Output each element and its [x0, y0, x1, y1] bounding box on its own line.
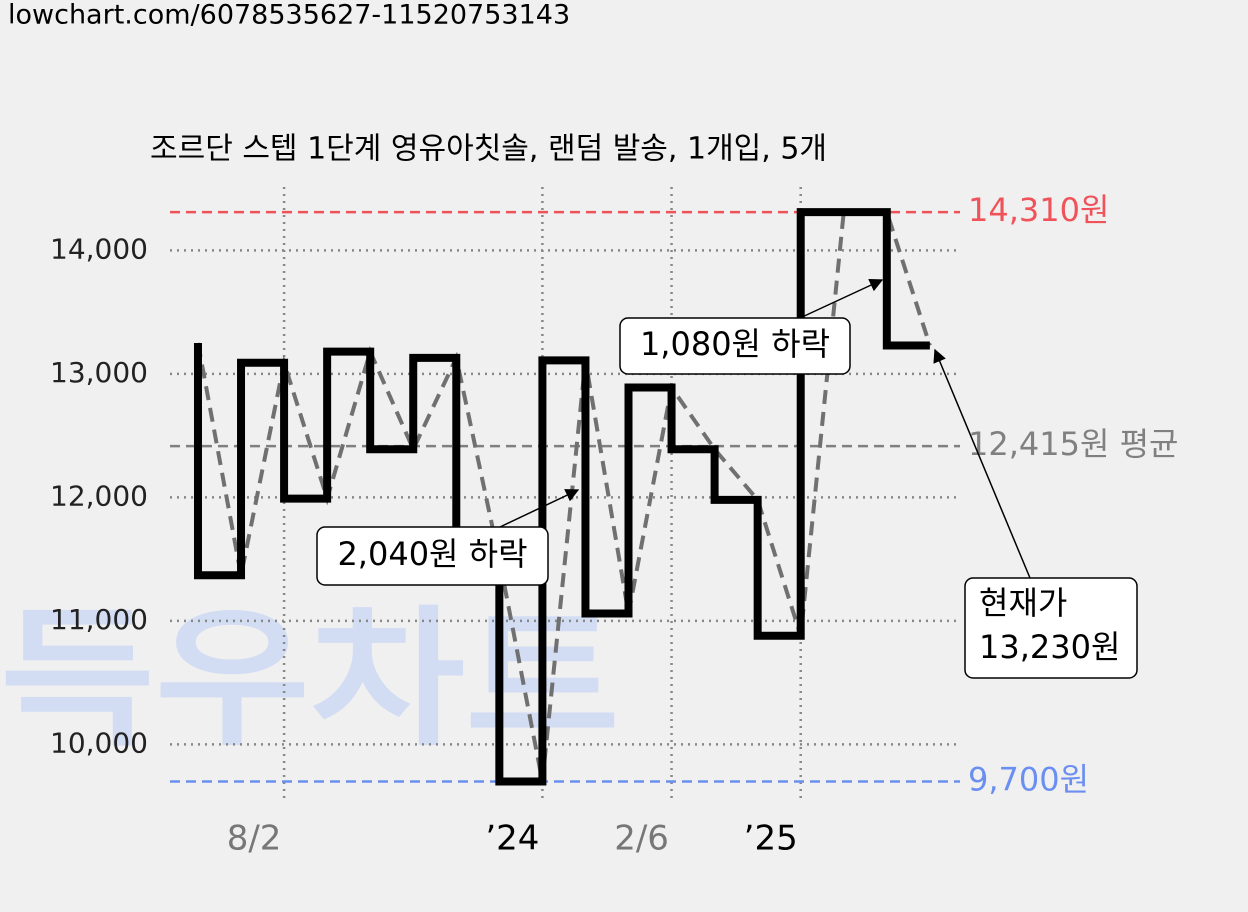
- y-tick-label: 10,000: [50, 726, 148, 759]
- reference-lines: 14,310원 12,415원 평균 9,700원: [170, 191, 1178, 798]
- annotation-arrow: [799, 278, 884, 319]
- y-tick-label: 11,000: [50, 603, 148, 636]
- reference-label: 14,310원: [968, 191, 1109, 229]
- annotation-box: [964, 577, 1138, 679]
- y-tick-label: 13,000: [50, 356, 148, 389]
- annotation-text: 1,080원 하락: [640, 325, 830, 363]
- annotation-arrow: [933, 348, 1031, 579]
- annotation-box: [316, 526, 549, 586]
- url: lowchart.com/6078535627-11520753143: [8, 0, 570, 31]
- reference-label: 9,700원: [968, 760, 1089, 798]
- x-tick-label: ’25: [744, 819, 798, 859]
- annotation-box: [619, 317, 851, 375]
- annotation-text: 2,040원 하락: [337, 535, 527, 573]
- reference-label: 12,415원 평균: [968, 425, 1178, 463]
- x-tick-label: ’24: [485, 819, 539, 859]
- y-tick-label: 14,000: [50, 232, 148, 265]
- x-tick-label: 8/2: [227, 819, 282, 859]
- chart-title: 조르단 스텝 1단계 영유아칫솔, 랜덤 발송, 1개입, 5개: [150, 132, 827, 167]
- y-tick-label: 12,000: [50, 479, 148, 512]
- grid: 10,000 11,000 12,000 13,000 14,000 8/2 ’24 2/6 ’…: [50, 187, 960, 859]
- annotation-text: 현재가: [979, 584, 1067, 622]
- annotation-arrow: [499, 489, 580, 528]
- annotation-text: 13,230원: [979, 628, 1120, 666]
- x-tick-label: 2/6: [614, 819, 669, 859]
